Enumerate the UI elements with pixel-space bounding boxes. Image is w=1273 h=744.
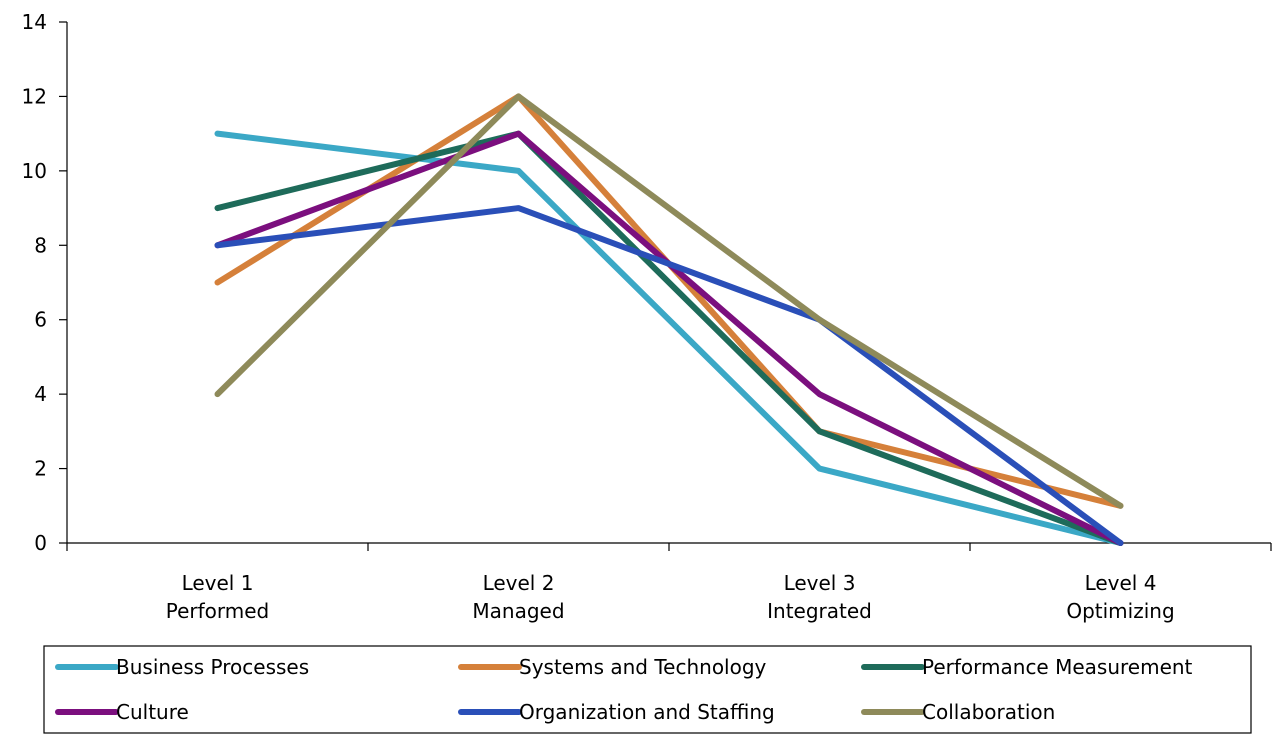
y-tick-label: 6	[34, 308, 47, 332]
series-line-6	[214, 93, 1124, 509]
series-line-1	[214, 130, 1124, 546]
axes: 0 2 4 6 8 10 12 14 Level 1 Performed Level 2 Manage…	[22, 10, 1272, 623]
y-tick-label: 10	[22, 159, 47, 183]
y-tick-label: 8	[34, 233, 47, 257]
series-line-5	[214, 205, 1124, 546]
x-tick-label: Level 1 Performed	[166, 571, 270, 623]
x-tick-label: Level 2 Managed	[472, 571, 564, 623]
y-tick-label: 14	[22, 10, 47, 34]
series-line-3	[214, 130, 1124, 546]
x-tick-label: Level 3 Integrated	[767, 571, 872, 623]
y-tick-label: 2	[34, 457, 47, 481]
legend-label-2: Systems and Technology	[519, 655, 767, 679]
legend-label-5: Organization and Staffing	[519, 700, 775, 724]
legend-box	[43, 645, 1252, 734]
legend-label-3: Performance Measurement	[922, 655, 1193, 679]
x-tick-label: Level 4 Optimizing	[1066, 571, 1174, 623]
y-tick-label: 0	[34, 531, 47, 555]
legend-label-6: Collaboration	[922, 700, 1055, 724]
legend-label-4: Culture	[116, 700, 189, 724]
y-tick-label: 12	[22, 84, 47, 108]
legend-label-1: Business Processes	[116, 655, 309, 679]
y-tick-label: 4	[34, 382, 47, 406]
series-lines	[214, 93, 1124, 546]
series-line-4	[214, 130, 1124, 546]
legend: Business Processes Systems and Technology…	[43, 645, 1252, 734]
